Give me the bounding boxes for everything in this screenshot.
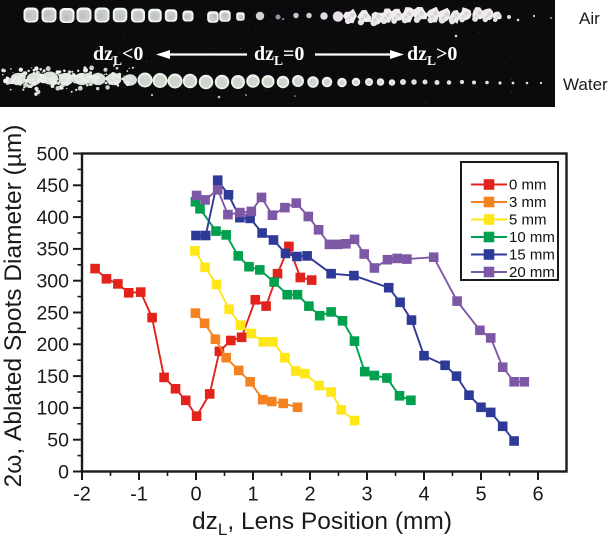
svg-text:-2: -2 — [73, 484, 91, 506]
svg-text:0 mm: 0 mm — [509, 177, 547, 194]
svg-text:6: 6 — [532, 484, 543, 506]
svg-text:200: 200 — [36, 334, 69, 356]
svg-text:5 mm: 5 mm — [509, 212, 547, 229]
svg-text:Water: Water — [563, 75, 608, 94]
svg-text:150: 150 — [36, 366, 69, 388]
svg-text:1: 1 — [247, 484, 258, 506]
svg-text:500: 500 — [36, 143, 69, 165]
svg-text:350: 350 — [36, 239, 69, 261]
svg-text:5: 5 — [475, 484, 486, 506]
svg-text:50: 50 — [47, 430, 69, 452]
svg-text:4: 4 — [418, 484, 429, 506]
svg-text:250: 250 — [36, 302, 69, 324]
svg-text:450: 450 — [36, 175, 69, 197]
svg-text:2: 2 — [304, 484, 315, 506]
svg-text:0: 0 — [58, 461, 69, 483]
svg-text:3: 3 — [361, 484, 372, 506]
svg-text:300: 300 — [36, 271, 69, 293]
svg-text:15 mm: 15 mm — [509, 247, 555, 264]
svg-text:100: 100 — [36, 398, 69, 420]
svg-text:Air: Air — [579, 9, 600, 28]
svg-text:dzL>0: dzL>0 — [407, 43, 457, 68]
svg-text:dzL, Lens Position (mm): dzL, Lens Position (mm) — [192, 508, 452, 539]
svg-text:20 mm: 20 mm — [509, 264, 555, 281]
svg-text:2ω, Ablated Spots Diameter (µm: 2ω, Ablated Spots Diameter (µm) — [0, 125, 27, 488]
svg-text:-1: -1 — [130, 484, 148, 506]
svg-text:3 mm: 3 mm — [509, 194, 547, 211]
svg-text:0: 0 — [190, 484, 201, 506]
svg-text:400: 400 — [36, 207, 69, 229]
svg-text:10 mm: 10 mm — [509, 229, 555, 246]
